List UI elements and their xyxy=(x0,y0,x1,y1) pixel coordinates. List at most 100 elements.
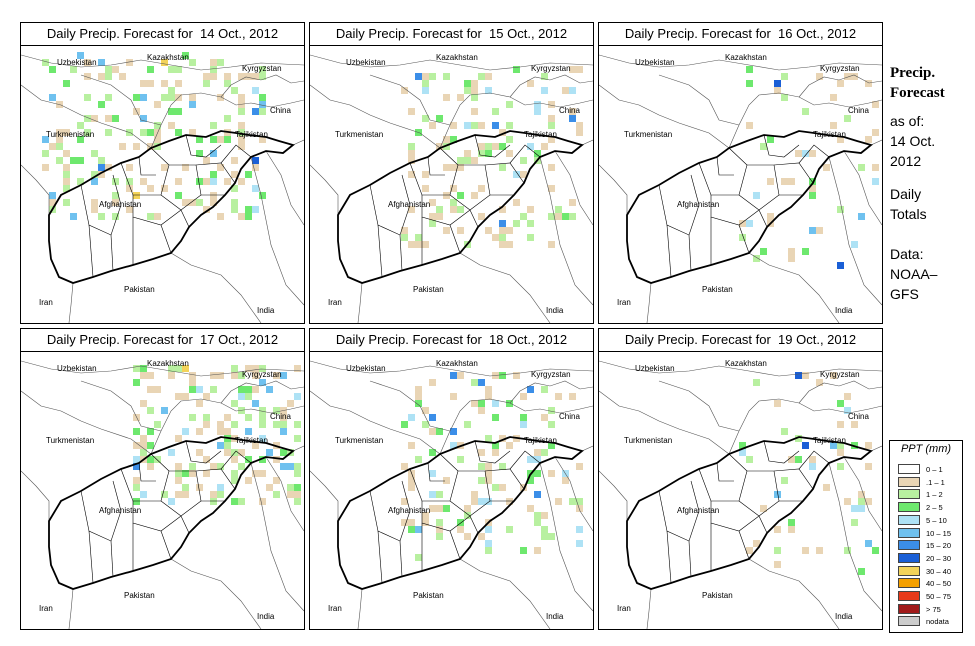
legend-label: 2 – 5 xyxy=(926,503,943,513)
precip-cell xyxy=(464,421,471,428)
country-label-uzbekistan: Uzbekistan xyxy=(635,364,675,373)
data-source-name: NOAA– xyxy=(890,266,938,282)
precip-cell xyxy=(865,463,872,470)
precip-cell xyxy=(506,227,513,234)
precip-cell xyxy=(147,213,154,220)
country-label-uzbekistan: Uzbekistan xyxy=(57,58,97,67)
precip-cell xyxy=(70,213,77,220)
panel-title-text: Daily Precip. Forecast for 18 Oct., 2012 xyxy=(335,332,568,347)
precip-cell xyxy=(520,547,527,554)
precip-cell xyxy=(464,80,471,87)
precip-cell xyxy=(210,171,217,178)
precip-cell xyxy=(485,393,492,400)
precip-cell xyxy=(429,414,436,421)
precip-cell xyxy=(84,59,91,66)
precip-cell xyxy=(464,512,471,519)
precip-map: Uzbekistan Kazakhstan Kyrgyzstan China Turkm… xyxy=(310,359,593,629)
country-label-tajikistan: Tajikistan xyxy=(813,130,846,139)
precip-cell xyxy=(464,150,471,157)
precip-cell xyxy=(851,241,858,248)
precip-cell xyxy=(865,498,872,505)
precip-cell xyxy=(133,484,140,491)
precip-cell xyxy=(562,477,569,484)
precip-cell xyxy=(548,470,555,477)
precip-cell xyxy=(252,185,259,192)
precip-cell xyxy=(56,129,63,136)
precip-cell xyxy=(478,150,485,157)
province-border xyxy=(449,530,461,560)
precip-cell xyxy=(294,491,301,498)
legend-label: > 75 xyxy=(926,604,941,614)
precip-cell xyxy=(231,421,238,428)
precip-cell xyxy=(105,94,112,101)
precip-cell xyxy=(147,372,154,379)
precip-cell xyxy=(140,449,147,456)
precip-cell xyxy=(809,227,816,234)
precip-cell xyxy=(485,498,492,505)
precip-cell xyxy=(457,157,464,164)
precip-cell xyxy=(858,164,865,171)
precip-cell xyxy=(63,164,70,171)
precip-cell xyxy=(485,540,492,547)
precip-cell xyxy=(63,199,70,206)
precip-cell xyxy=(837,463,844,470)
precip-cell xyxy=(851,73,858,80)
precip-cell xyxy=(189,386,196,393)
precip-cell xyxy=(471,379,478,386)
precip-cell xyxy=(548,164,555,171)
precip-cell xyxy=(506,136,513,143)
precip-cell xyxy=(422,519,429,526)
precip-cell xyxy=(217,164,224,171)
precip-cell xyxy=(562,213,569,220)
precip-cell xyxy=(98,59,105,66)
precip-cell xyxy=(478,407,485,414)
precip-cell xyxy=(84,129,91,136)
country-border xyxy=(310,470,339,521)
precip-cell xyxy=(175,80,182,87)
precip-cell xyxy=(548,122,555,129)
precip-cell xyxy=(555,498,562,505)
precip-cell xyxy=(541,533,548,540)
country-border xyxy=(599,390,730,455)
legend-swatch xyxy=(898,578,920,589)
precip-cell xyxy=(224,442,231,449)
precip-cell xyxy=(280,449,287,456)
precip-cell xyxy=(457,164,464,171)
precip-cell xyxy=(739,442,746,449)
precip-cell xyxy=(520,157,527,164)
precip-cell xyxy=(408,414,415,421)
precip-cell xyxy=(259,379,266,386)
precip-cell xyxy=(210,136,217,143)
precip-cell xyxy=(569,393,576,400)
precip-cell xyxy=(548,115,555,122)
precip-cell xyxy=(217,59,224,66)
province-border xyxy=(185,134,222,158)
precip-cell xyxy=(429,199,436,206)
precip-cell xyxy=(830,122,837,129)
precip-cell xyxy=(140,435,147,442)
province-border xyxy=(377,530,383,584)
precip-cell xyxy=(774,87,781,94)
country-border xyxy=(310,360,593,377)
country-border xyxy=(843,150,882,226)
precip-cell xyxy=(774,400,781,407)
precip-cell xyxy=(238,122,245,129)
province-border xyxy=(666,224,672,278)
precip-cell xyxy=(147,129,154,136)
country-label-afghanistan: Afghanistan xyxy=(677,200,719,209)
precip-cell xyxy=(140,129,147,136)
precip-cell xyxy=(422,407,429,414)
precip-cell xyxy=(133,379,140,386)
precip-cell xyxy=(422,512,429,519)
country-border xyxy=(170,558,262,629)
precip-cell xyxy=(513,171,520,178)
precip-cell xyxy=(415,386,422,393)
precip-cell xyxy=(576,66,583,73)
precip-cell xyxy=(224,115,231,122)
precip-cell xyxy=(259,101,266,108)
precip-cell xyxy=(154,101,161,108)
precip-cell xyxy=(168,498,175,505)
precip-cell xyxy=(837,442,844,449)
precip-cell xyxy=(98,73,105,80)
precip-cell xyxy=(809,456,816,463)
